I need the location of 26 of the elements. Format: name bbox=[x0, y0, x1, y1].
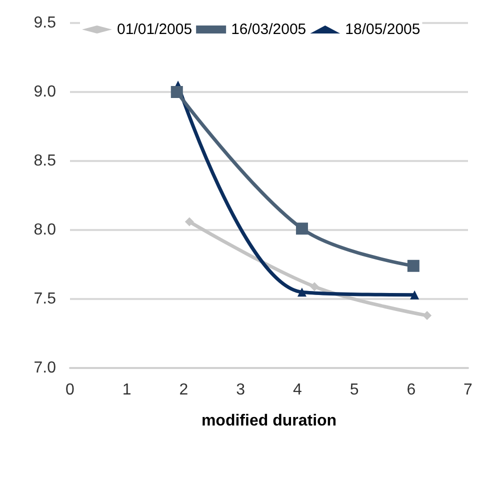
y-tick-label: 8.5 bbox=[34, 152, 56, 170]
legend-label: 18/05/2005 bbox=[345, 21, 420, 38]
y-tick-label: 9.5 bbox=[34, 14, 56, 32]
y-tick-label: 7.5 bbox=[34, 290, 56, 308]
x-tick-label: 1 bbox=[122, 382, 132, 398]
x-tick-label: 6 bbox=[406, 382, 416, 398]
legend-label: 16/03/2005 bbox=[231, 21, 306, 38]
x-tick-label: 5 bbox=[350, 382, 359, 398]
point bbox=[184, 217, 194, 226]
y-tick-label: 7.0 bbox=[34, 360, 56, 376]
y-tick-label: 8.0 bbox=[34, 222, 56, 238]
x-tick-label: 3 bbox=[236, 382, 246, 398]
point bbox=[297, 288, 306, 297]
x-tick-label: 2 bbox=[179, 382, 188, 398]
point bbox=[310, 282, 319, 292]
x-tick-label: 4 bbox=[292, 382, 302, 398]
x-tick-label: 0 bbox=[66, 382, 75, 398]
point bbox=[410, 290, 420, 300]
point bbox=[296, 222, 308, 235]
x-axis-title: modified duration bbox=[201, 412, 337, 430]
y-tick-label: 9.0 bbox=[34, 84, 56, 100]
point bbox=[170, 86, 183, 98]
legend-label: 01/01/2005 bbox=[117, 21, 192, 38]
point bbox=[407, 260, 420, 272]
x-tick-label: 7 bbox=[464, 382, 473, 398]
point bbox=[422, 311, 432, 320]
